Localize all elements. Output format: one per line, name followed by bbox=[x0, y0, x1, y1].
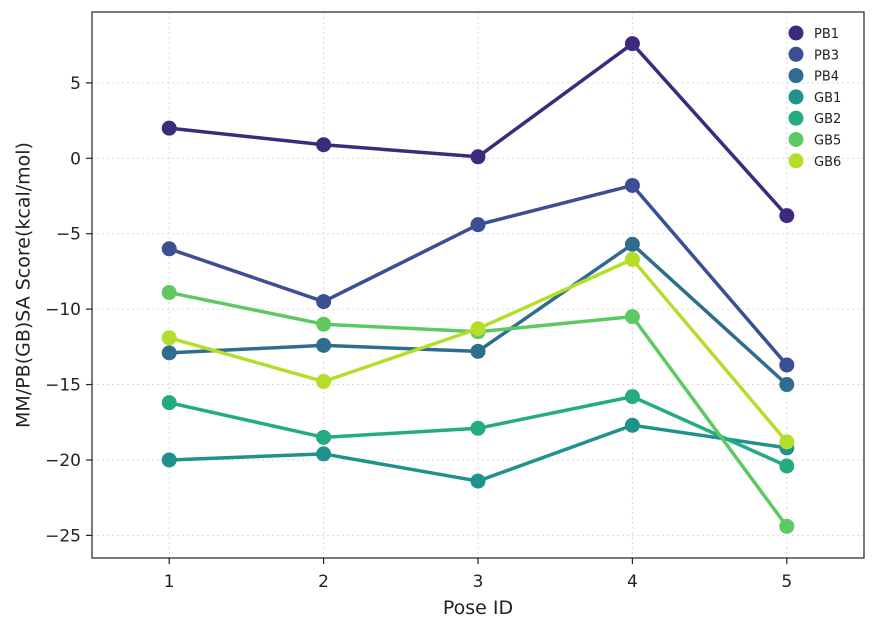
data-point bbox=[470, 473, 486, 489]
legend-label: PB4 bbox=[814, 70, 839, 85]
legend-label: GB5 bbox=[814, 134, 841, 149]
series-pb1 bbox=[161, 36, 795, 224]
data-point bbox=[624, 177, 640, 193]
legend-label: GB6 bbox=[814, 155, 841, 170]
legend-marker bbox=[788, 25, 804, 41]
legend-marker bbox=[788, 68, 804, 84]
series-layer bbox=[161, 36, 795, 534]
legend: PB1 PB3 PB4 GB1 GB2 GB5 GB6 bbox=[788, 25, 841, 170]
data-point bbox=[779, 518, 795, 534]
y-tick-label: −25 bbox=[45, 526, 81, 546]
data-point bbox=[624, 389, 640, 405]
data-point bbox=[316, 446, 332, 462]
legend-item: GB2 bbox=[788, 110, 841, 127]
legend-label: PB1 bbox=[814, 27, 839, 42]
data-point bbox=[161, 345, 177, 361]
legend-label: GB2 bbox=[814, 112, 841, 127]
legend-label: GB1 bbox=[814, 91, 841, 106]
series-line bbox=[167, 41, 789, 218]
y-tick-label: −5 bbox=[56, 225, 81, 245]
y-axis-ticks: 5 0 −5 −10 −15 −20 −25 bbox=[45, 74, 92, 546]
legend-marker bbox=[788, 132, 804, 147]
data-point bbox=[779, 377, 795, 393]
y-tick-label: 0 bbox=[70, 149, 81, 169]
x-tick-label: 5 bbox=[781, 572, 792, 592]
series-gb1 bbox=[161, 417, 795, 489]
data-point bbox=[316, 294, 332, 310]
legend-item: GB6 bbox=[788, 153, 841, 170]
data-point bbox=[779, 208, 795, 224]
data-point bbox=[779, 458, 795, 474]
series-gb2 bbox=[161, 389, 795, 474]
data-point bbox=[316, 137, 332, 153]
x-tick-label: 2 bbox=[318, 572, 329, 592]
data-point bbox=[470, 420, 486, 436]
data-point bbox=[470, 343, 486, 359]
series-pb4 bbox=[161, 236, 795, 393]
data-point bbox=[316, 337, 332, 353]
y-tick-label: 5 bbox=[70, 74, 81, 94]
data-point bbox=[470, 149, 486, 165]
y-tick-label: −15 bbox=[45, 376, 81, 396]
legend-item: PB4 bbox=[788, 68, 839, 85]
y-tick-label: −20 bbox=[45, 451, 81, 471]
data-point bbox=[624, 309, 640, 325]
data-point bbox=[161, 241, 177, 257]
legend-marker bbox=[788, 153, 804, 169]
y-axis-label: MM/PB(GB)SA Score(kcal/mol) bbox=[13, 142, 35, 428]
data-point bbox=[624, 251, 640, 267]
data-point bbox=[161, 395, 177, 411]
x-tick-label: 4 bbox=[627, 572, 638, 592]
data-point bbox=[161, 330, 177, 346]
legend-marker bbox=[788, 89, 804, 105]
legend-marker bbox=[788, 46, 804, 62]
legend-item: GB5 bbox=[788, 132, 841, 149]
series-pb3 bbox=[161, 177, 795, 373]
data-point bbox=[161, 285, 177, 301]
data-point bbox=[779, 357, 795, 373]
data-point bbox=[316, 374, 332, 390]
data-point bbox=[624, 417, 640, 433]
legend-label: PB3 bbox=[814, 48, 839, 63]
data-point bbox=[316, 429, 332, 445]
data-point bbox=[161, 452, 177, 468]
data-point bbox=[470, 217, 486, 233]
x-tick-label: 3 bbox=[473, 572, 484, 592]
data-point bbox=[624, 236, 640, 252]
data-point bbox=[624, 36, 640, 52]
legend-item: PB3 bbox=[788, 46, 839, 63]
x-axis-label: Pose ID bbox=[443, 597, 513, 619]
x-axis-ticks: 1 2 3 4 5 bbox=[164, 558, 792, 592]
data-point bbox=[161, 120, 177, 136]
legend-item: GB1 bbox=[788, 89, 841, 106]
legend-marker bbox=[788, 110, 804, 126]
data-point bbox=[316, 316, 332, 332]
data-point bbox=[779, 434, 795, 450]
legend-item: PB1 bbox=[788, 25, 839, 42]
series-gb6 bbox=[161, 251, 795, 450]
y-tick-label: −10 bbox=[45, 300, 81, 320]
data-point bbox=[470, 321, 486, 337]
x-tick-label: 1 bbox=[164, 572, 175, 592]
